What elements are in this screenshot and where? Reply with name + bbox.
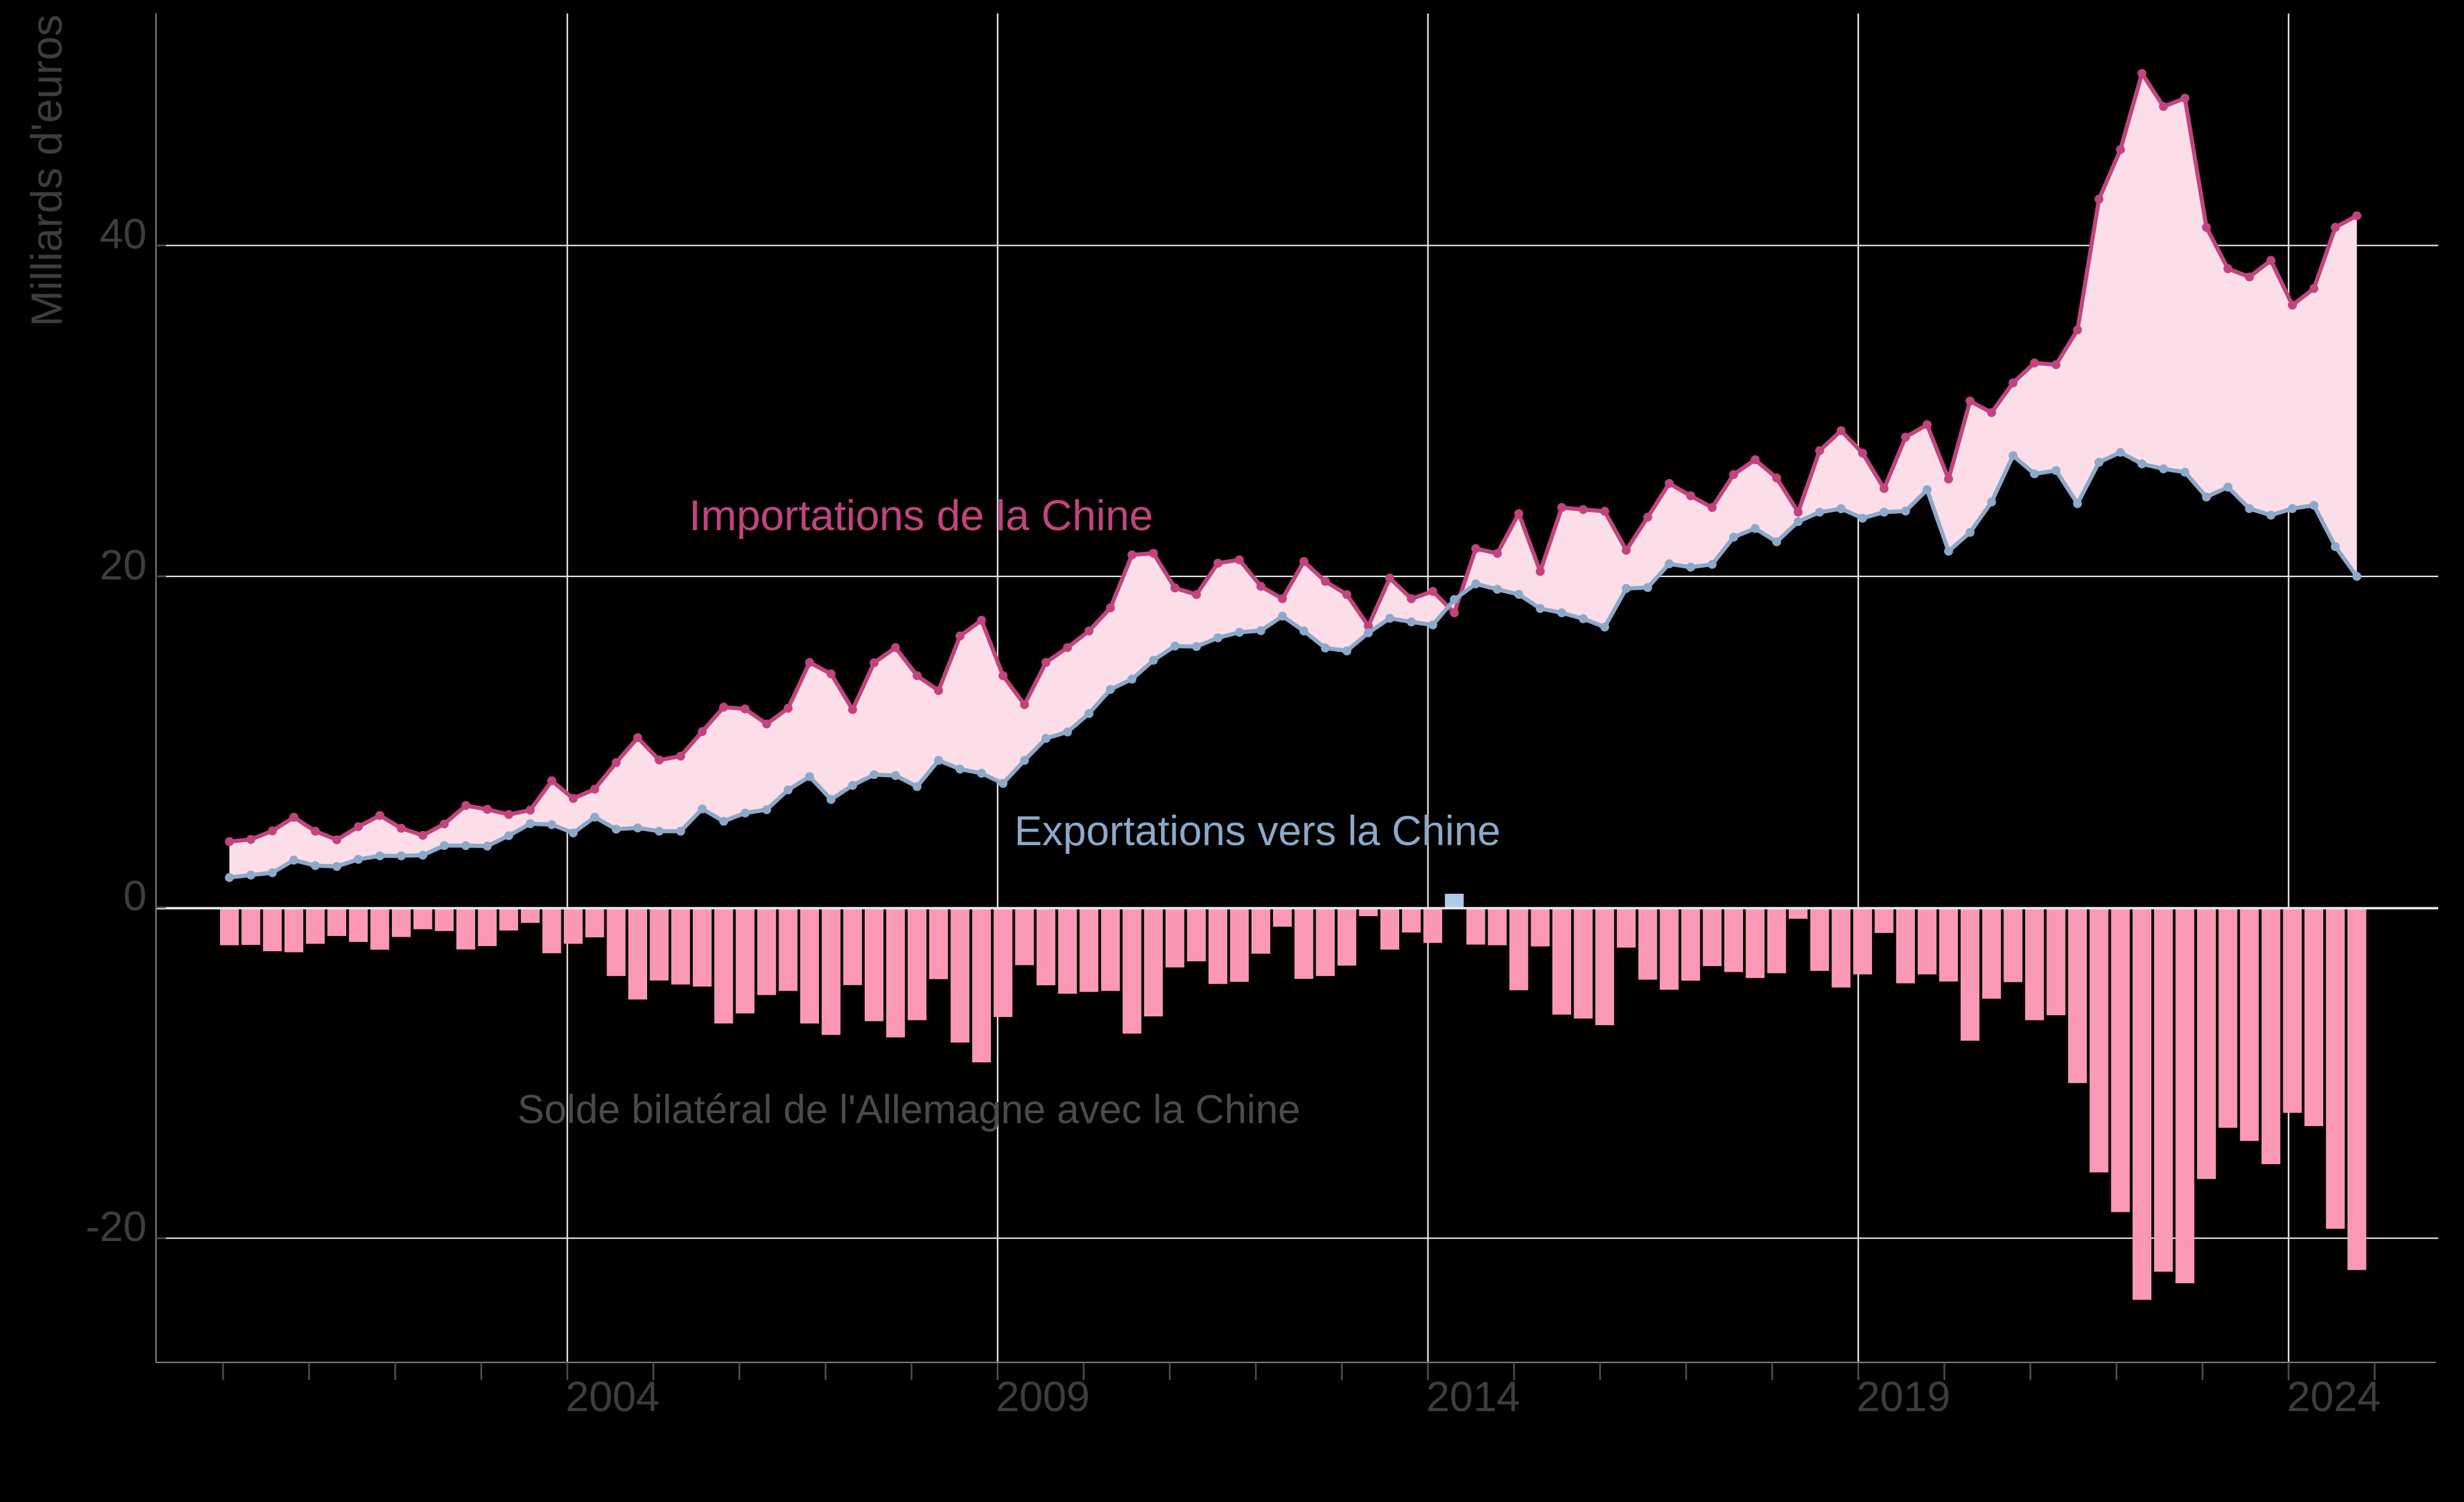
svg-text:Milliards d'euros: Milliards d'euros xyxy=(22,15,71,327)
svg-text:2004: 2004 xyxy=(566,1374,659,1420)
svg-text:Solde bilatéral de l'Allemagne: Solde bilatéral de l'Allemagne avec la C… xyxy=(517,1087,1300,1132)
svg-text:40: 40 xyxy=(100,211,147,258)
svg-text:2014: 2014 xyxy=(1426,1374,1520,1420)
svg-text:Importations de la Chine: Importations de la Chine xyxy=(689,492,1153,540)
svg-text:2009: 2009 xyxy=(996,1374,1090,1420)
svg-text:Exportations vers la Chine: Exportations vers la Chine xyxy=(1014,808,1501,855)
svg-text:0: 0 xyxy=(123,873,147,920)
svg-text:20: 20 xyxy=(100,542,147,589)
svg-text:-20: -20 xyxy=(86,1203,147,1250)
svg-text:2024: 2024 xyxy=(2287,1374,2381,1420)
svg-text:2019: 2019 xyxy=(1857,1374,1951,1420)
